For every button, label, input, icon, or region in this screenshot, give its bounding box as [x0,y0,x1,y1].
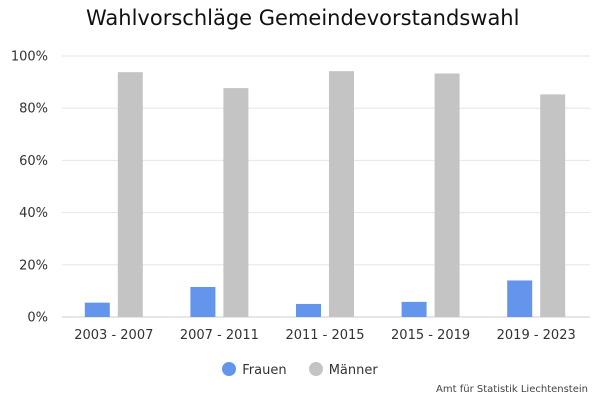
y-tick-label: 20% [19,258,48,273]
legend-item-frauen[interactable]: Frauen [222,362,287,378]
bar-maenner[interactable] [117,72,143,317]
legend: Frauen Männer [0,362,600,378]
legend-label-frauen: Frauen [242,363,287,378]
x-tick-label: 2007 - 2011 [180,328,259,343]
y-axis-ticks: 0% 20% 40% 60% 80% 100% [11,50,48,326]
y-tick-label: 60% [19,154,48,169]
bar-frauen[interactable] [507,280,533,317]
bar-frauen[interactable] [190,286,216,317]
source-credit: Amt für Statistik Liechtenstein [436,384,588,395]
legend-swatch-maenner [308,362,323,376]
y-tick-label: 80% [19,102,48,117]
bar-maenner[interactable] [540,94,566,317]
bar-frauen[interactable] [296,303,321,317]
y-tick-label: 0% [27,311,48,326]
x-tick-label: 2019 - 2023 [497,328,576,343]
x-axis-ticks: 2003 - 2007 2007 - 2011 2011 - 2015 2015 - … [74,328,576,343]
chart-title: Wahlvorschläge Gemeindevorstandswahl [86,6,520,30]
x-tick-label: 2011 - 2015 [285,328,364,343]
bar-maenner[interactable] [223,88,249,317]
y-tick-label: 100% [11,50,48,65]
x-tick-label: 2015 - 2019 [391,328,470,343]
y-tick-label: 40% [19,206,48,221]
bars [84,71,566,317]
gridlines [62,55,590,318]
bar-frauen[interactable] [84,302,110,317]
bar-frauen[interactable] [401,301,427,317]
bar-maenner[interactable] [329,71,354,317]
legend-swatch-frauen [222,362,237,376]
bar-maenner[interactable] [434,73,460,317]
x-tick-label: 2003 - 2007 [74,328,153,343]
legend-label-maenner: Männer [328,363,378,378]
legend-item-maenner[interactable]: Männer [308,362,378,378]
